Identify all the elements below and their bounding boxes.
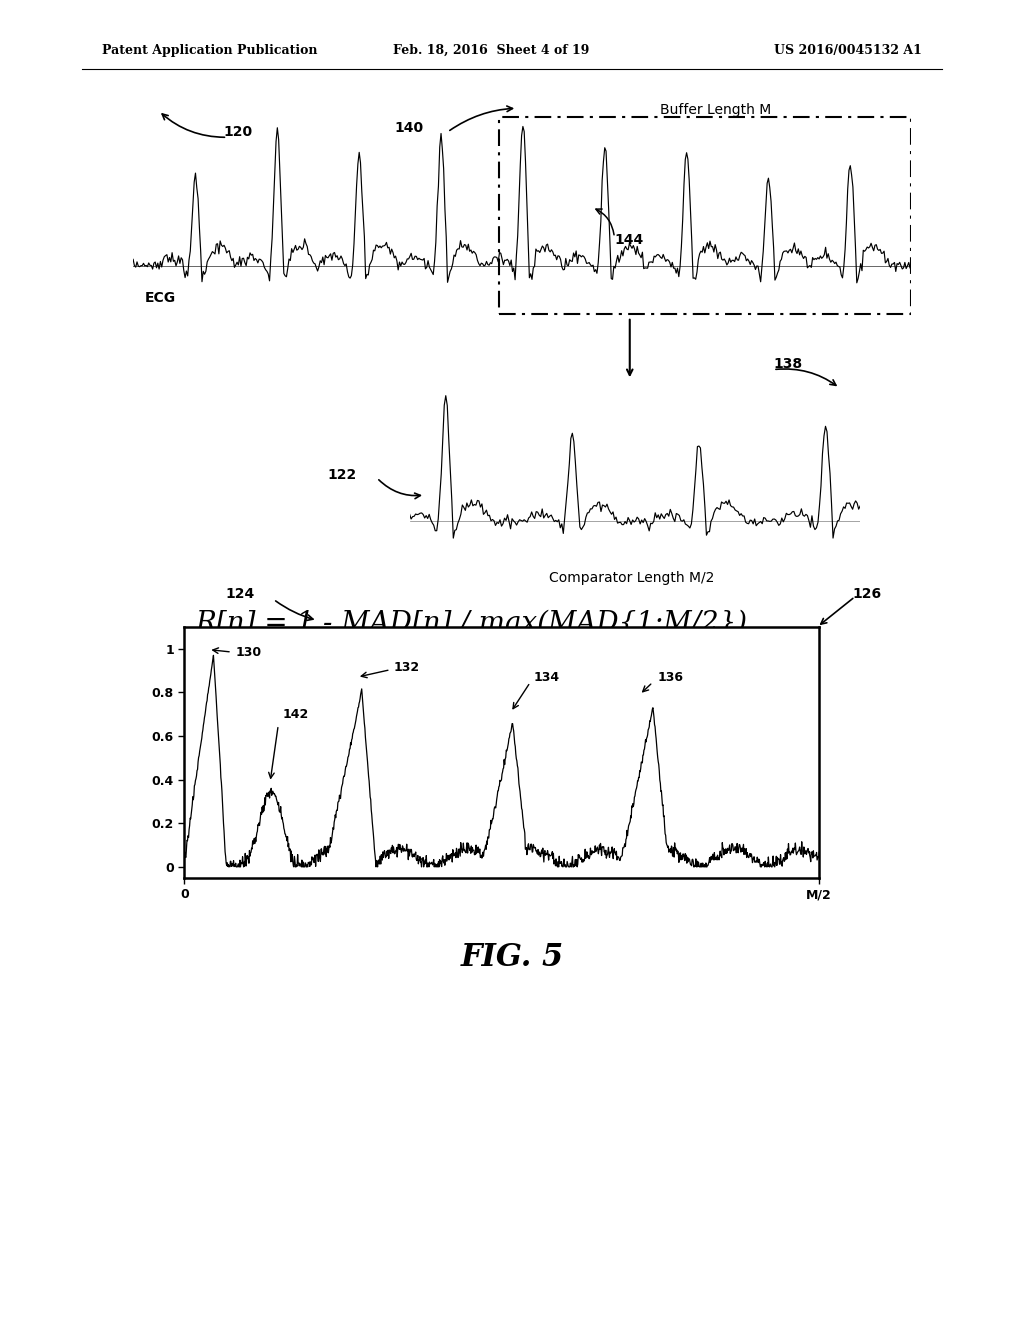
Text: ECG: ECG xyxy=(144,290,176,305)
Text: 140: 140 xyxy=(394,121,423,135)
Text: 122: 122 xyxy=(328,469,357,482)
Text: Comparator Length M/2: Comparator Length M/2 xyxy=(549,572,715,585)
Text: 126: 126 xyxy=(852,587,881,601)
Text: 124: 124 xyxy=(225,587,255,601)
Bar xyxy=(499,116,911,314)
Text: Feb. 18, 2016  Sheet 4 of 19: Feb. 18, 2016 Sheet 4 of 19 xyxy=(393,44,590,57)
Text: R[n] = 1 - MAD[n] / max(MAD{1:M/2}): R[n] = 1 - MAD[n] / max(MAD{1:M/2}) xyxy=(195,610,748,636)
Text: 132: 132 xyxy=(394,660,420,673)
Text: 138: 138 xyxy=(773,358,802,371)
Text: 136: 136 xyxy=(657,671,683,684)
Text: 120: 120 xyxy=(223,125,252,139)
Text: 144: 144 xyxy=(614,234,644,247)
Text: 130: 130 xyxy=(236,645,261,659)
Text: 134: 134 xyxy=(534,671,560,684)
Text: US 2016/0045132 A1: US 2016/0045132 A1 xyxy=(774,44,922,57)
Text: Buffer Length M: Buffer Length M xyxy=(660,103,772,116)
Text: Patent Application Publication: Patent Application Publication xyxy=(102,44,317,57)
Text: 142: 142 xyxy=(283,709,309,721)
Text: FIG. 5: FIG. 5 xyxy=(461,941,563,973)
